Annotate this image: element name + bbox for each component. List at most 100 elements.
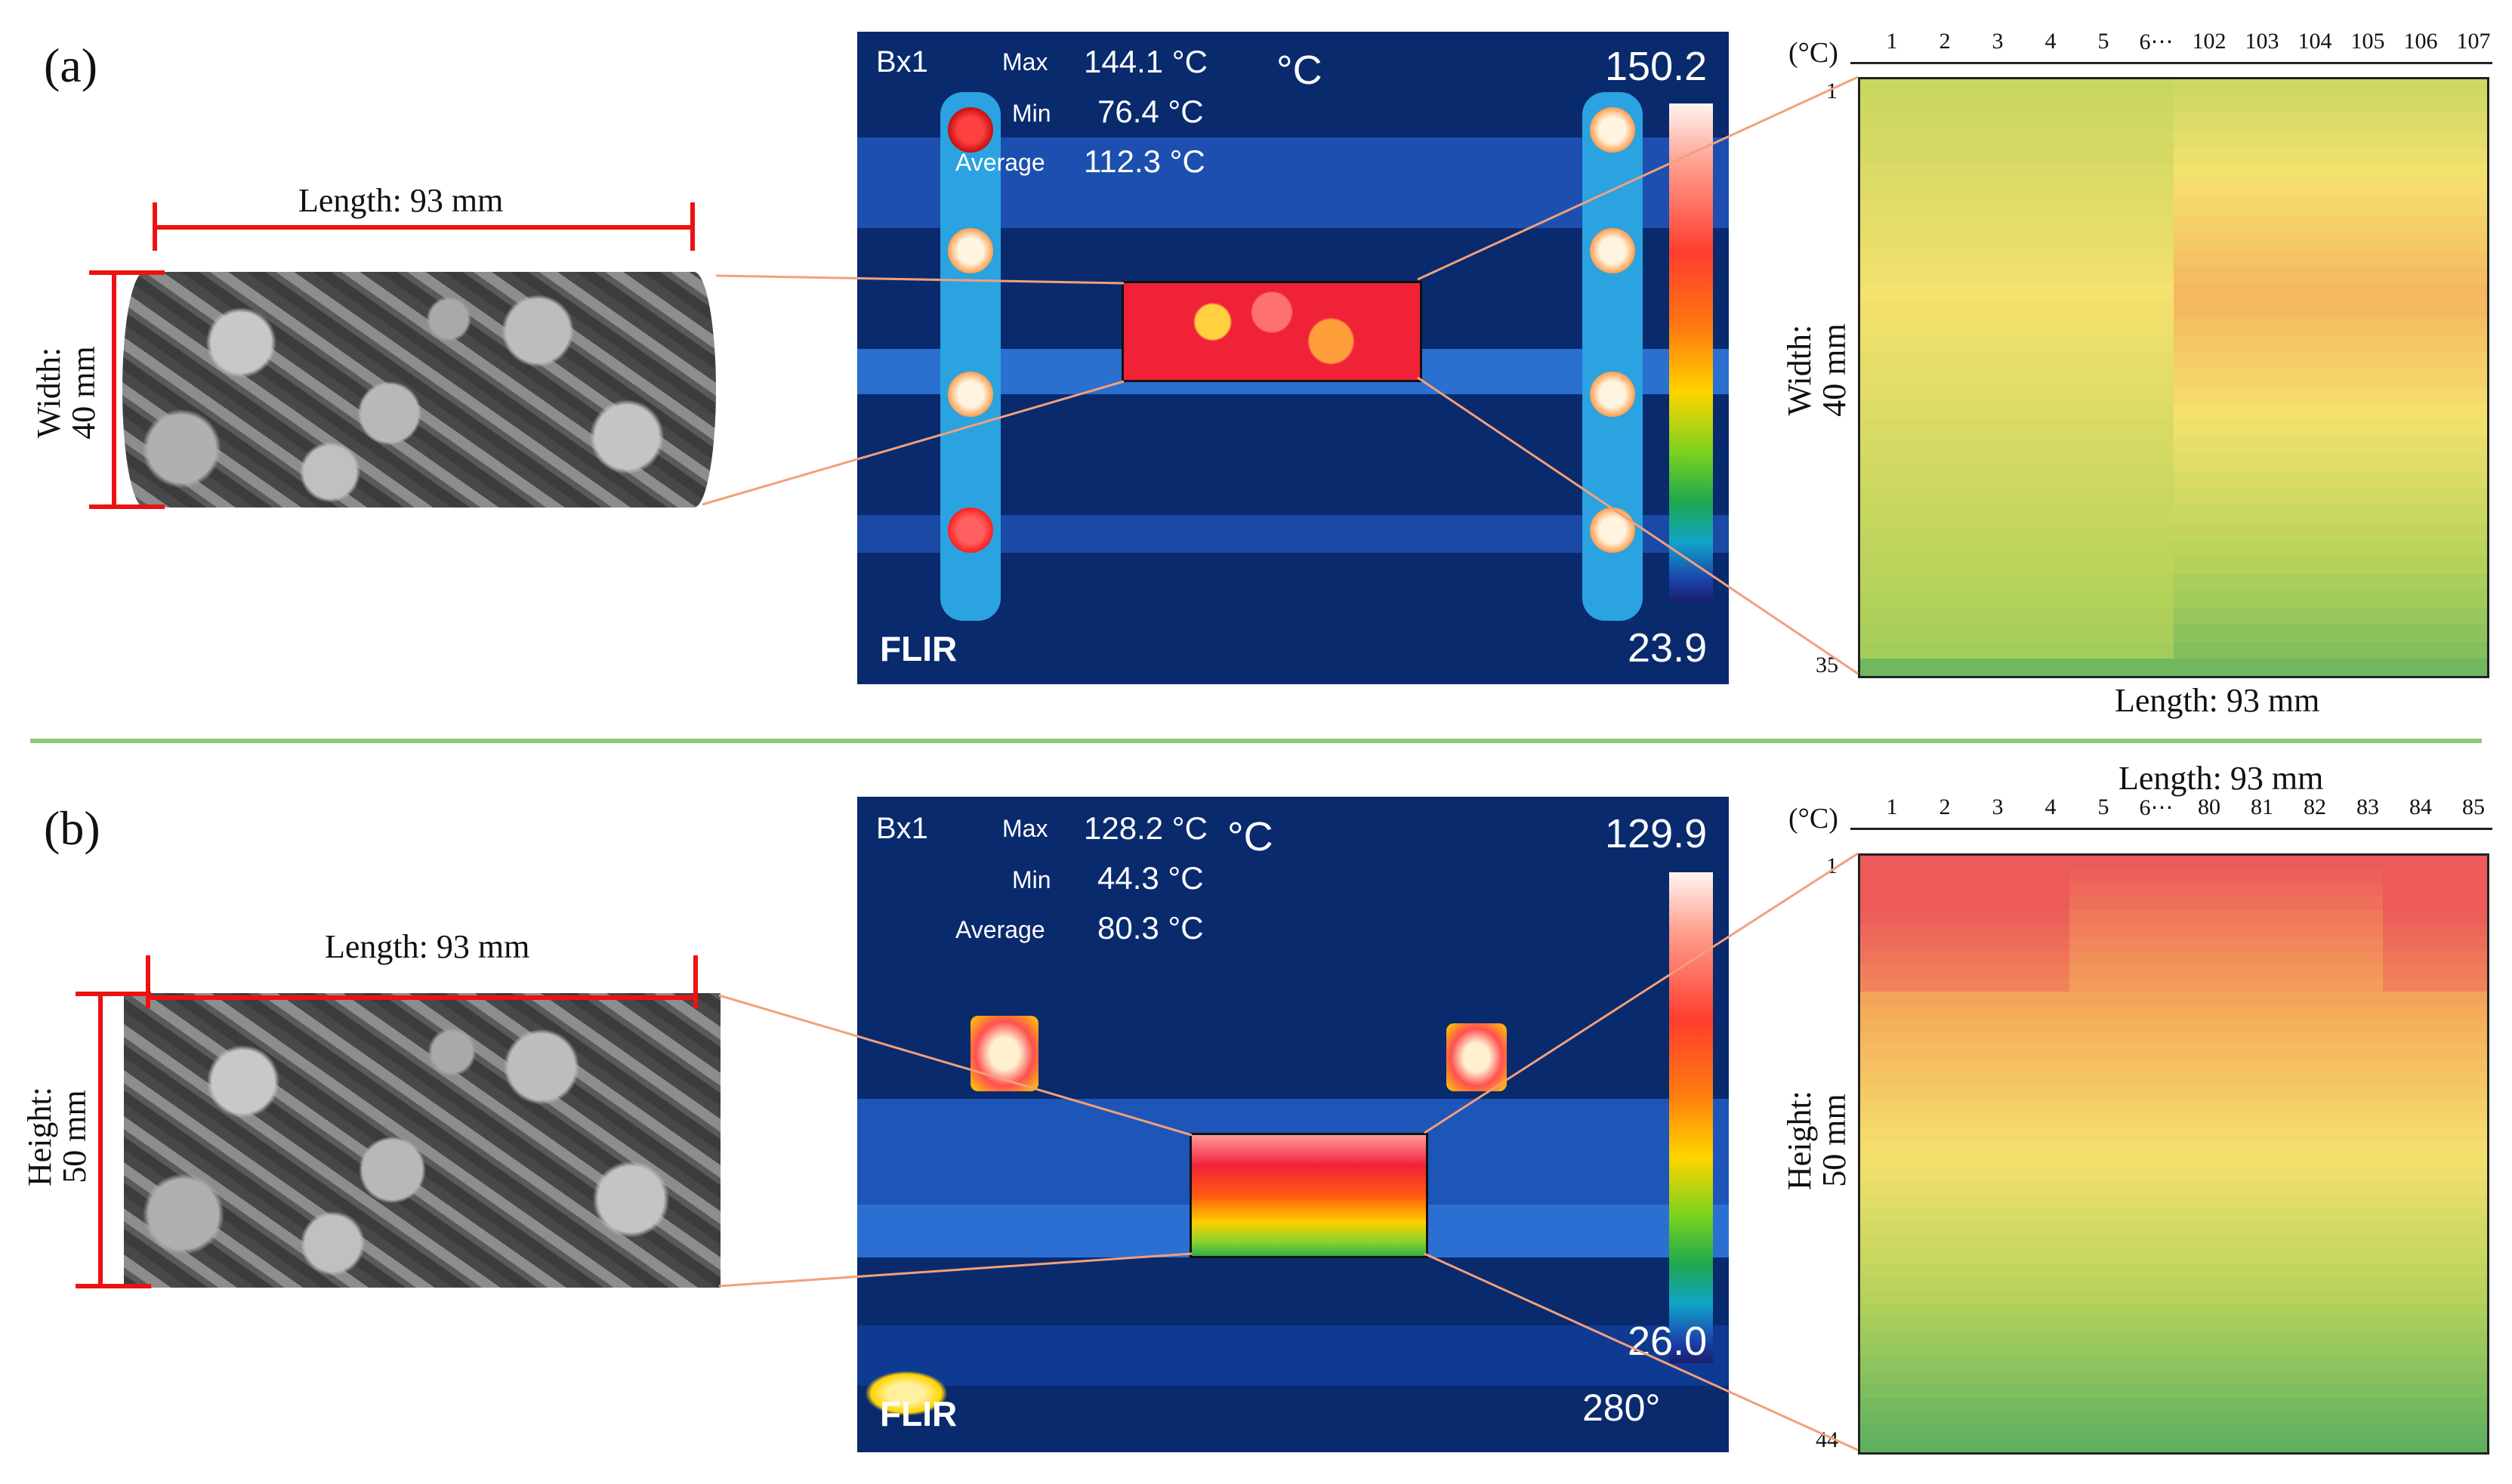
heatmap-cell [2017, 856, 2069, 869]
heatmap-cell [1912, 1100, 1965, 1114]
heatmap-cell [2382, 659, 2435, 676]
heatmap-cell [2069, 1059, 2122, 1073]
heatmap-cell [2173, 1276, 2227, 1290]
heatmap-cell [1912, 317, 1965, 335]
heatmap-cell [2017, 267, 2069, 284]
heatmap-cell [2121, 130, 2174, 148]
heatmap-cell [1964, 164, 2017, 182]
heatmap-cell [2434, 977, 2487, 992]
heatmap-cell [2173, 283, 2227, 301]
heatmap-cell [2278, 591, 2331, 608]
heatmap-cell [2069, 403, 2122, 421]
heatmap-cell [2226, 1384, 2279, 1399]
heatmap-cell [1912, 1127, 1965, 1141]
heatmap-cell [2017, 964, 2069, 978]
heatmap-cell [2434, 454, 2487, 472]
heatmap-cell [2278, 1018, 2331, 1032]
heatmap-cell [2278, 1194, 2331, 1208]
heatmap-cell [2434, 233, 2487, 250]
heatmap-cell [1964, 130, 2017, 148]
heatmap-cell [1912, 147, 1965, 165]
heatmap-cell [1860, 1032, 1913, 1046]
heatmap-cell [1860, 249, 1913, 267]
heatmap-cell [1912, 79, 1965, 97]
heatmap-cell [1860, 352, 1913, 369]
heatmap-cell [2382, 335, 2435, 353]
heatmap-cell [1964, 403, 2017, 421]
heatmap-cell [1912, 1411, 1965, 1426]
heatmap-cell [2069, 1221, 2122, 1236]
heatmap-cell [2278, 1439, 2331, 1452]
heatmap-cell [2017, 1221, 2069, 1236]
heatmap-cell [2278, 1180, 2331, 1195]
heatmap-cell [2173, 1113, 2227, 1128]
heatmap-cell [1912, 1248, 1965, 1263]
heatmap-cell [2017, 454, 2069, 472]
heatmap-cell [2173, 181, 2227, 199]
heatmap-cell [2434, 249, 2487, 267]
heatmap-cell [2017, 1262, 2069, 1276]
heatmap-cell [2382, 96, 2435, 114]
heatmap-cell [2278, 181, 2331, 199]
heatmap-cell [2382, 79, 2435, 97]
heatmap-cell [2173, 1303, 2227, 1317]
heatmap-cell [2330, 1059, 2383, 1073]
heatmap-cell [1860, 1316, 1913, 1331]
heatmap-cell [2330, 1357, 2383, 1371]
heatmap-cell [2330, 856, 2383, 869]
heatmap-cell [2382, 991, 2435, 1005]
heatmap-cell [2382, 909, 2435, 924]
heatmap-cell [1964, 454, 2017, 472]
heatmap-cell [2017, 977, 2069, 992]
heatmap-cell [2173, 882, 2227, 896]
heatmap-cell [2173, 267, 2227, 284]
heatmap-cell [2121, 164, 2174, 182]
heatmap-cell [2017, 882, 2069, 896]
heatmap-cell [2226, 1262, 2279, 1276]
heatmap-cell [2330, 1045, 2383, 1060]
heatmap-cell [2330, 556, 2383, 574]
heatmap-cell [2382, 936, 2435, 951]
heatmap-cell [2434, 625, 2487, 642]
heatmap-cell [1860, 522, 1913, 540]
heatmap-cell [2017, 1384, 2069, 1399]
heatmap-cell [2173, 1072, 2227, 1087]
heatmap-cell [2173, 1032, 2227, 1046]
heatmap-cell [2434, 1018, 2487, 1032]
heatmap-cell [2434, 1357, 2487, 1371]
heatmap-cell [1964, 301, 2017, 318]
heatmap-cell [2330, 1289, 2383, 1304]
heatmap-cell [1964, 420, 2017, 437]
heatmap-cell [2278, 249, 2331, 267]
heatmap-cell [2278, 1371, 2331, 1385]
heatmap-cell [1860, 1411, 1913, 1426]
heatmap-cell [1912, 659, 1965, 676]
heatmap-cell [2173, 1018, 2227, 1032]
heatmap-cell [2382, 369, 2435, 387]
heatmap-cell [2121, 181, 2174, 199]
heatmap-cell [2069, 1018, 2122, 1032]
heatmap-cell [1860, 181, 1913, 199]
heatmap-cell [2121, 79, 2174, 97]
length-tick-left-b [146, 955, 150, 1008]
heatmap-cell [1964, 96, 2017, 114]
heatmap-b [1858, 853, 2489, 1455]
heatmap-cell [2382, 1167, 2435, 1181]
heatmap-cell [2278, 386, 2331, 403]
heatmap-cell [2434, 950, 2487, 964]
heatmap-cell [1912, 1398, 1965, 1412]
heatmap-cell [2173, 1180, 2227, 1195]
heatmap-cell [2278, 607, 2331, 625]
heatmap-cell [2017, 1371, 2069, 1385]
heatmap-cell [2434, 868, 2487, 883]
heatmap-cell [2173, 1194, 2227, 1208]
heatmap-cell [2017, 164, 2069, 182]
heatmap-cell [2017, 1316, 2069, 1331]
heatmap-cell [1912, 936, 1965, 951]
heatmap-cell [2121, 923, 2174, 937]
heatmap-cell [2069, 950, 2122, 964]
heatmap-cell [1964, 1086, 2017, 1100]
heatmap-cell [2434, 369, 2487, 387]
heatmap-cell [2330, 301, 2383, 318]
